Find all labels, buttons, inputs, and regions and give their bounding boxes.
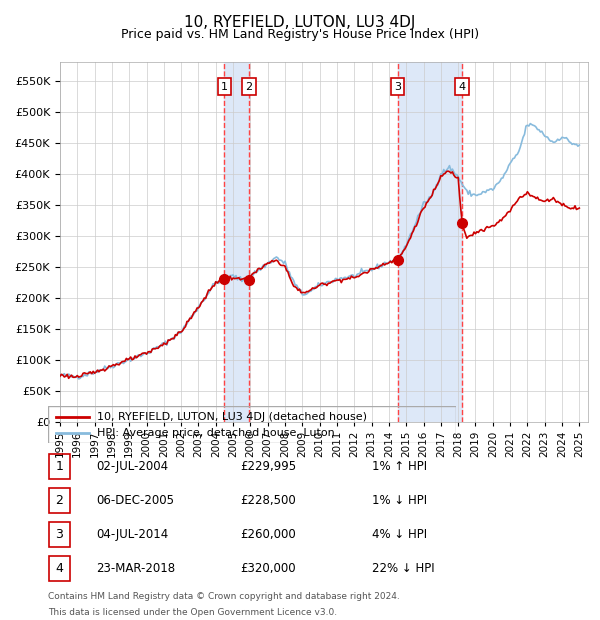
Text: 3: 3 xyxy=(394,82,401,92)
Text: 3: 3 xyxy=(55,528,64,541)
Text: £228,500: £228,500 xyxy=(240,494,296,507)
Text: 10, RYEFIELD, LUTON, LU3 4DJ: 10, RYEFIELD, LUTON, LU3 4DJ xyxy=(184,16,416,30)
Text: 06-DEC-2005: 06-DEC-2005 xyxy=(96,494,174,507)
Text: 02-JUL-2004: 02-JUL-2004 xyxy=(96,460,168,473)
Text: £229,995: £229,995 xyxy=(240,460,296,473)
Text: HPI: Average price, detached house, Luton: HPI: Average price, detached house, Luto… xyxy=(97,428,335,438)
Text: 1: 1 xyxy=(221,82,228,92)
Text: 10, RYEFIELD, LUTON, LU3 4DJ (detached house): 10, RYEFIELD, LUTON, LU3 4DJ (detached h… xyxy=(97,412,367,422)
Text: £320,000: £320,000 xyxy=(240,562,296,575)
Text: £260,000: £260,000 xyxy=(240,528,296,541)
Text: 2: 2 xyxy=(55,494,64,507)
Text: 1% ↑ HPI: 1% ↑ HPI xyxy=(372,460,427,473)
Text: 4% ↓ HPI: 4% ↓ HPI xyxy=(372,528,427,541)
Text: 1% ↓ HPI: 1% ↓ HPI xyxy=(372,494,427,507)
Text: Price paid vs. HM Land Registry's House Price Index (HPI): Price paid vs. HM Land Registry's House … xyxy=(121,28,479,41)
Text: This data is licensed under the Open Government Licence v3.0.: This data is licensed under the Open Gov… xyxy=(48,608,337,617)
Text: Contains HM Land Registry data © Crown copyright and database right 2024.: Contains HM Land Registry data © Crown c… xyxy=(48,592,400,601)
Text: 4: 4 xyxy=(458,82,466,92)
Text: 1: 1 xyxy=(55,460,64,473)
Text: 04-JUL-2014: 04-JUL-2014 xyxy=(96,528,168,541)
Text: 22% ↓ HPI: 22% ↓ HPI xyxy=(372,562,434,575)
Bar xyxy=(224,62,249,422)
Bar xyxy=(398,62,462,422)
Text: 23-MAR-2018: 23-MAR-2018 xyxy=(96,562,175,575)
Text: 4: 4 xyxy=(55,562,64,575)
Text: 2: 2 xyxy=(245,82,253,92)
